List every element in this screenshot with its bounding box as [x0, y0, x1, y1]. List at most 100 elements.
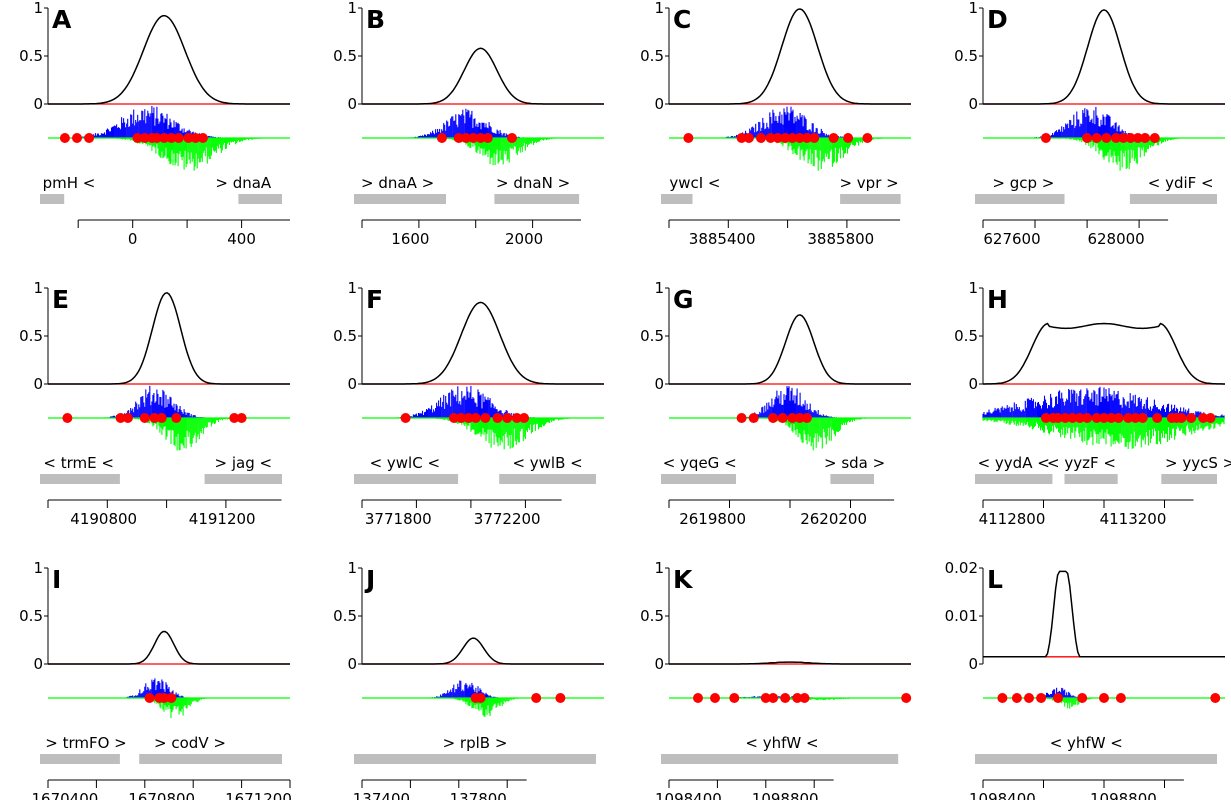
gene-bar — [661, 754, 899, 764]
gene-label: > vpr > — [839, 174, 898, 192]
binding-dot — [794, 413, 805, 423]
x-tick-label: 400 — [227, 230, 256, 248]
gene-label: ywcI < — [669, 174, 720, 192]
binding-dot — [456, 413, 467, 423]
y-tick-label: 1 — [654, 559, 664, 577]
y-tick-label: 0 — [33, 375, 43, 393]
x-tick-label: 1098400 — [969, 790, 1036, 800]
binding-dot — [531, 693, 542, 703]
binding-dot — [772, 133, 783, 143]
gene-bar — [975, 754, 1217, 764]
binding-dot — [862, 133, 873, 143]
binding-dot — [1186, 413, 1197, 423]
x-tick-label: 2619800 — [679, 510, 746, 528]
y-tick-label: 0.5 — [640, 607, 664, 625]
binding-dot — [197, 133, 208, 143]
binding-dot — [115, 413, 126, 423]
y-tick-label: 0.5 — [19, 607, 43, 625]
panel-d: 1 0.5 0 > gcp > < ydiF < 627600 628000 D — [954, 0, 1225, 248]
binding-dot — [729, 693, 740, 703]
gene-label: < ywlB < — [512, 454, 582, 472]
binding-dot — [502, 413, 513, 423]
gene-label: pmH < — [43, 174, 96, 192]
panel-c: 1 0.5 0 ywcI < > vpr > 3885400 3885800 C — [640, 0, 911, 248]
binding-dot — [1036, 693, 1047, 703]
y-tick-label: 0 — [968, 655, 978, 673]
binding-dot — [1091, 133, 1102, 143]
binding-dot — [482, 133, 493, 143]
binding-dot — [1115, 693, 1126, 703]
binding-dot — [475, 133, 486, 143]
binding-dot — [1123, 413, 1134, 423]
gene-bar — [40, 754, 120, 764]
y-tick-label: 0 — [968, 375, 978, 393]
binding-dot — [183, 133, 194, 143]
gene-bar — [830, 474, 874, 484]
gene-bar — [354, 194, 446, 204]
x-tick-label: 2000 — [505, 230, 543, 248]
binding-dot — [1053, 413, 1063, 423]
binding-dot — [166, 693, 177, 703]
y-tick-label: 0 — [347, 655, 357, 673]
binding-dot — [828, 133, 839, 143]
binding-dot — [1099, 413, 1109, 423]
binding-dot — [1106, 413, 1117, 423]
binding-dot — [765, 133, 776, 143]
x-tick-label: 627600 — [983, 230, 1040, 248]
panel-j: 1 0.5 0 > rplB > 137400 137800 J — [333, 559, 604, 800]
binding-dot — [710, 693, 720, 703]
signal-curve — [362, 301, 604, 385]
panel-h: 1 0.5 0 < yydA << yyzF < > yycS > 4112800 4113… — [954, 279, 1231, 528]
binding-dot — [436, 133, 447, 143]
panel-letter: E — [52, 285, 69, 314]
binding-dot — [1074, 413, 1085, 423]
binding-dot — [693, 693, 703, 703]
binding-dot — [1040, 413, 1051, 423]
gene-bar — [975, 194, 1065, 204]
gene-bar — [238, 194, 282, 204]
y-tick-label: 0.5 — [954, 47, 978, 65]
binding-dot — [780, 693, 791, 703]
signal-curve — [48, 630, 290, 665]
x-tick-label: 2620200 — [800, 510, 867, 528]
binding-dot — [1137, 413, 1148, 423]
gene-label: < yydA < — [978, 454, 1050, 472]
y-tick-label: 0 — [654, 95, 664, 113]
y-tick-label: 1 — [33, 559, 43, 577]
binding-dot — [801, 133, 812, 143]
y-tick-label: 1 — [968, 0, 978, 17]
gene-label: < yyzF < — [1047, 454, 1116, 472]
x-tick-label: 3885400 — [689, 230, 756, 248]
y-tick-label: 0 — [33, 655, 43, 673]
gene-bar — [204, 474, 282, 484]
gene-bar — [661, 474, 736, 484]
binding-dot — [794, 133, 805, 143]
signal-curve — [362, 47, 604, 105]
gene-bar — [499, 474, 596, 484]
binding-dot — [1205, 413, 1216, 423]
binding-dot — [1140, 133, 1151, 143]
gene-bar — [40, 194, 65, 204]
binding-dot — [801, 413, 812, 423]
gene-bar — [139, 754, 282, 764]
binding-dot — [1060, 413, 1071, 423]
signal-curve — [362, 637, 604, 665]
binding-dot — [519, 413, 530, 423]
binding-dot — [236, 413, 247, 423]
binding-dot — [461, 133, 472, 143]
binding-dot — [1111, 133, 1122, 143]
panel-letter: B — [366, 5, 385, 34]
binding-dot — [1118, 133, 1129, 143]
gene-label: > dnaN > — [496, 174, 570, 192]
panel-a: 1 0.5 0 pmH < > dnaA 0 400 A — [19, 0, 290, 248]
x-tick-label: 0 — [128, 230, 138, 248]
gene-label: > trmFO > — [45, 734, 127, 752]
binding-dot — [1082, 413, 1093, 423]
gene-label: < ywlC < — [370, 454, 440, 472]
panel-b: 1 0.5 0 > dnaA > > dnaN > 1600 2000 B — [333, 0, 604, 248]
panel-letter: L — [987, 565, 1003, 594]
binding-dot — [799, 693, 810, 703]
y-tick-label: 0 — [654, 655, 664, 673]
binding-dot — [787, 413, 798, 423]
